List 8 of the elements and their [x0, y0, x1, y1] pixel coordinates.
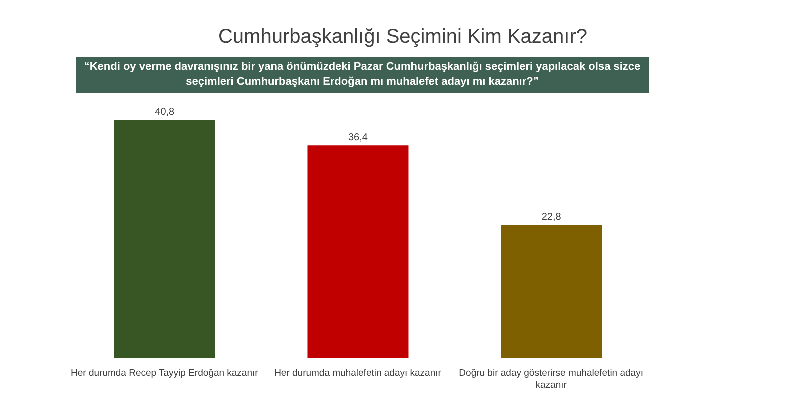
x-tick-label: Her durumda muhalefetin adayı kazanır — [274, 368, 442, 379]
chart-title: Cumhurbaşkanlığı Seçimini Kim Kazanır? — [217, 26, 589, 49]
data-label: 40,8 — [155, 107, 176, 118]
x-tick-label: Her durumda Recep Tayyip Erdoğan kazanır — [71, 368, 258, 379]
data-label: 36,4 — [348, 132, 368, 144]
data-label: 22,8 — [542, 212, 562, 223]
x-tick-label: Doğru bir aday gösterirse muhalefetin adayı kazanır — [459, 368, 644, 391]
chart-subtitle: “Kendi oy verme davranışınız bir yana önümüzdeki Pazar Cumhurbaşkanlığı seçimleri yapılacak olsa sizce seçimleri Cumhurbaşkanı Erdoğan mı muhalefet adayı mı kazanır?” — [76, 57, 649, 93]
